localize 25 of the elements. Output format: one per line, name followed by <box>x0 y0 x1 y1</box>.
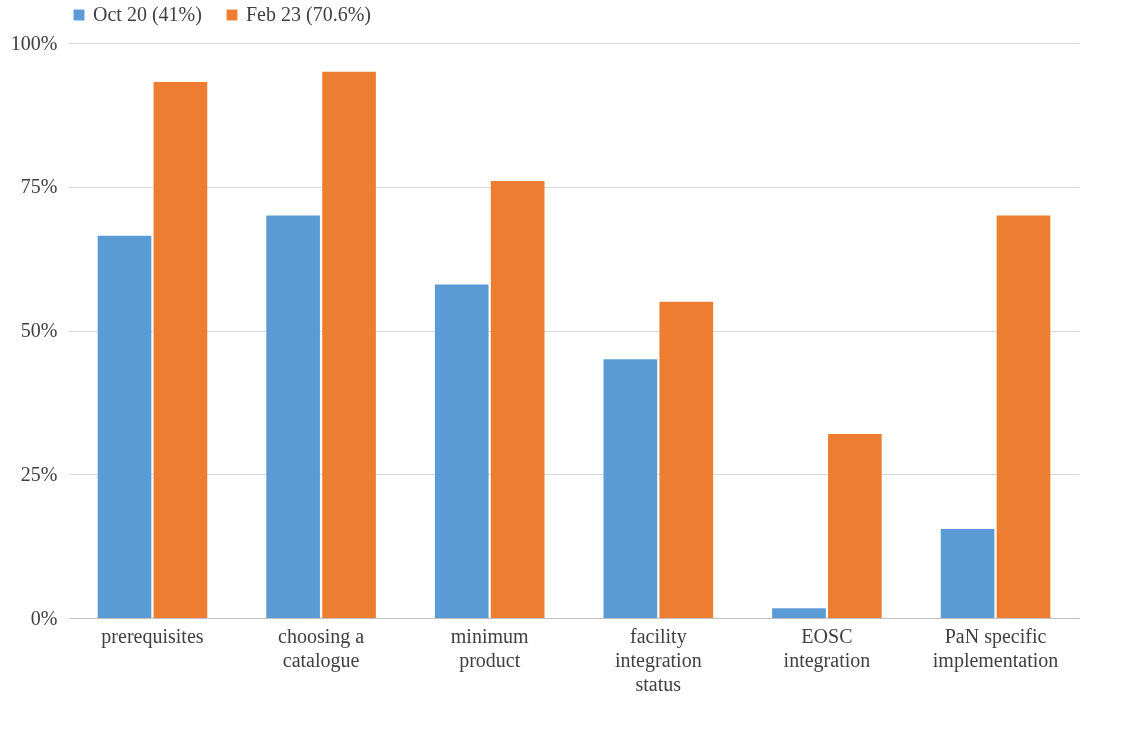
y-tick-label: 100% <box>10 31 58 54</box>
bar <box>659 301 714 618</box>
bar <box>996 215 1051 618</box>
bar <box>828 434 882 618</box>
legend-label: Oct 20 (41%) <box>93 3 202 26</box>
bar <box>153 82 208 618</box>
bar <box>266 215 320 618</box>
y-tick-label: 25% <box>20 462 58 485</box>
bar <box>940 528 995 618</box>
y-tick-label: 50% <box>20 319 58 341</box>
x-tick-label: EOSC integration <box>783 624 871 672</box>
y-tick-label: 75% <box>20 175 58 198</box>
legend-label: Feb 23 (70.6%) <box>246 3 371 26</box>
bar <box>772 608 826 618</box>
x-tick-label: choosing a catalogue <box>278 624 365 672</box>
x-tick-label: facility integration status <box>614 624 702 695</box>
bar <box>322 71 376 618</box>
bar <box>603 359 658 618</box>
x-tick-label: minimum product <box>450 624 530 672</box>
bar <box>434 284 489 618</box>
x-tick-label: prerequisites <box>101 624 204 648</box>
y-tick-label: 0% <box>30 606 58 629</box>
bar <box>490 181 545 618</box>
bar <box>97 235 152 618</box>
x-tick-label: PaN specific implementation <box>932 624 1059 672</box>
